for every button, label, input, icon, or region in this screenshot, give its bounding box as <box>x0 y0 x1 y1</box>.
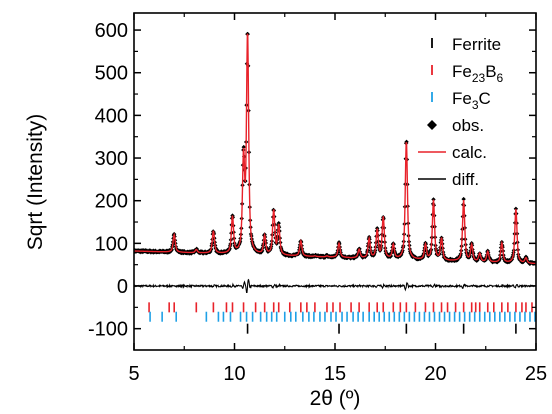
legend-label-obs: obs. <box>452 116 484 135</box>
y-tick-label: 100 <box>95 233 128 255</box>
obs-point <box>241 144 246 150</box>
legend-label-diff: diff. <box>452 170 479 189</box>
y-tick-label: 300 <box>95 148 128 170</box>
x-tick-label: 5 <box>128 363 139 385</box>
y-tick-label: -100 <box>88 319 128 341</box>
y-tick-label: 200 <box>95 191 128 213</box>
reflections-fe3c <box>149 311 536 322</box>
legend-item-obs: obs. <box>427 116 484 135</box>
calc-line <box>134 33 536 265</box>
legend-label-ferrite: Ferrite <box>452 35 501 54</box>
legend-item-fe23b6: Fe23B6 <box>431 62 504 85</box>
x-axis-title: 2θ (º) <box>310 387 361 410</box>
y-axis-title: Sqrt (Intensity) <box>24 114 47 251</box>
legend-item-diff: diff. <box>418 170 479 189</box>
x-tick-label: 15 <box>324 363 346 385</box>
y-tick-label: 600 <box>95 20 128 42</box>
y-tick-label: 0 <box>117 276 128 298</box>
x-tick-label: 10 <box>223 363 245 385</box>
plot-area <box>134 13 536 350</box>
legend-label-fe3c: Fe3C <box>452 89 491 112</box>
x-tick-label: 20 <box>424 363 446 385</box>
obs-point <box>461 196 466 202</box>
legend-item-ferrite: Ferrite <box>431 35 501 54</box>
reflections-ferrite <box>246 323 517 334</box>
legend-label-fe23b6: Fe23B6 <box>452 62 504 85</box>
diff-line <box>134 278 536 294</box>
reflections-fe23b6 <box>148 302 533 313</box>
legend-swatch-obs <box>427 120 437 130</box>
obs-point <box>513 206 519 211</box>
y-tick-label: 500 <box>95 63 128 85</box>
y-tick-label: 400 <box>95 105 128 127</box>
obs-point <box>276 220 281 226</box>
legend-label-calc: calc. <box>452 143 487 162</box>
legend-item-calc: calc. <box>418 143 487 162</box>
x-tick-label: 25 <box>525 363 547 385</box>
legend-item-fe3c: Fe3C <box>431 89 491 112</box>
obs-point <box>431 197 436 202</box>
